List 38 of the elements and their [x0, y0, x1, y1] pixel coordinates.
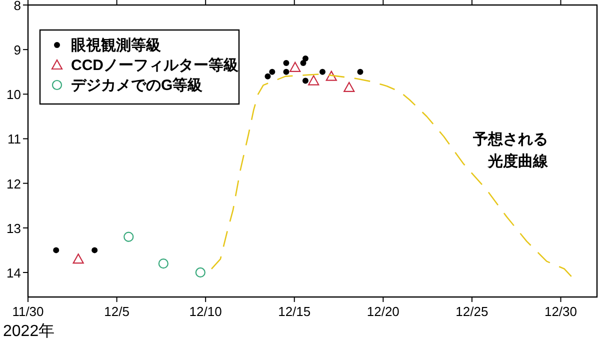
x-axis-title: 2022年 [3, 323, 55, 340]
y-tick-label: 13 [6, 220, 21, 236]
x-tick-label: 12/30 [544, 304, 578, 319]
point [124, 232, 134, 242]
legend-label: CCDノーフィルター等級 [71, 57, 240, 74]
annotation: 予想される [472, 131, 548, 148]
point [92, 247, 98, 254]
point [72, 254, 84, 264]
point [195, 267, 206, 278]
x-tick-label: 12/10 [189, 304, 222, 319]
point [283, 68, 290, 75]
point [283, 60, 290, 66]
point [326, 70, 337, 81]
y-tick-label: 11 [8, 132, 21, 147]
x-tick-label: 12/15 [278, 304, 311, 319]
x-tick-label: 11/30 [12, 304, 44, 319]
point [319, 68, 326, 75]
point [53, 247, 60, 254]
point [302, 78, 308, 84]
point [290, 62, 301, 72]
x-tick-label: 12/5 [104, 304, 130, 319]
y-tick-label: 12 [6, 176, 21, 192]
point [158, 258, 168, 269]
legend-label: デジカメでのG等級 [71, 77, 204, 94]
y-tick-label: 14 [6, 265, 21, 280]
annotation: 光度曲線 [487, 152, 549, 170]
point [344, 82, 355, 92]
point [269, 68, 276, 75]
point [264, 73, 271, 80]
y-tick-label: 8 [14, 0, 21, 13]
y-tick-label: 10 [6, 87, 21, 102]
x-tick-label: 12/20 [366, 304, 400, 319]
x-tick-label: 12/25 [456, 304, 488, 319]
point [302, 55, 308, 62]
legend-label: 眼視観測等級 [71, 37, 162, 54]
y-tick-label: 9 [14, 42, 21, 58]
point [308, 75, 320, 86]
point [357, 68, 364, 75]
